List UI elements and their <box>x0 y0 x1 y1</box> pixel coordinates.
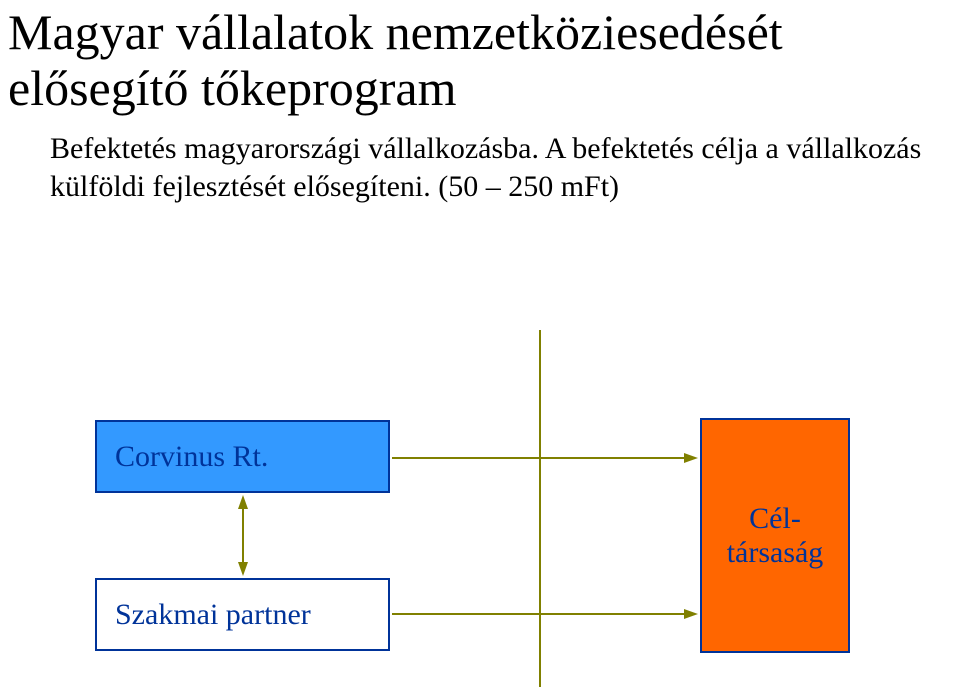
slide-body: Befektetés magyarországi vállalkozásba. … <box>50 130 930 205</box>
box-partner-label: Szakmai partner <box>115 598 311 632</box>
slide-title: Magyar vállalatok nemzetköziesedését elő… <box>8 4 938 116</box>
box-partner: Szakmai partner <box>95 578 390 651</box>
box-corvinus: Corvinus Rt. <box>95 420 390 493</box>
box-corvinus-label: Corvinus Rt. <box>115 440 268 474</box>
slide: Magyar vállalatok nemzetköziesedését elő… <box>0 0 960 687</box>
box-target: Cél-társaság <box>700 418 850 653</box>
box-target-label: Cél-társaság <box>727 502 824 570</box>
